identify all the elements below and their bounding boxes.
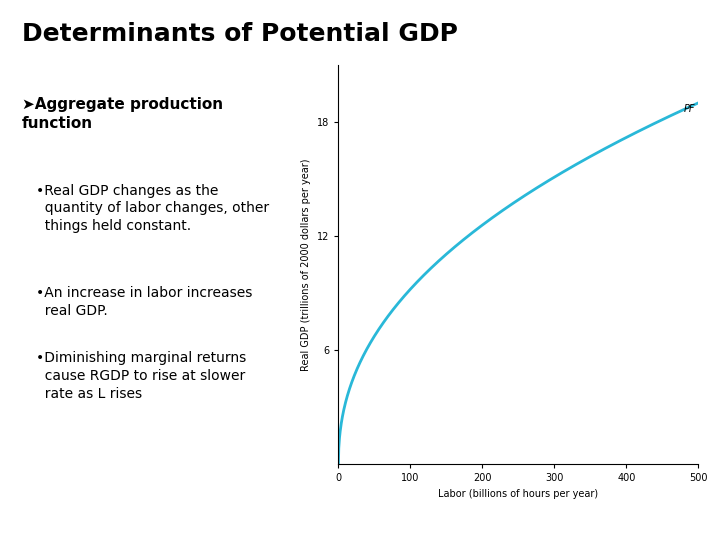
Text: ➤Aggregate production
function: ➤Aggregate production function	[22, 97, 222, 131]
Text: PF: PF	[684, 104, 696, 114]
Text: •Diminishing marginal returns
  cause RGDP to rise at slower
  rate as L rises: •Diminishing marginal returns cause RGDP…	[36, 351, 246, 401]
Text: Determinants of Potential GDP: Determinants of Potential GDP	[22, 22, 457, 45]
Text: •Real GDP changes as the
  quantity of labor changes, other
  things held consta: •Real GDP changes as the quantity of lab…	[36, 184, 269, 233]
Text: •An increase in labor increases
  real GDP.: •An increase in labor increases real GDP…	[36, 286, 253, 318]
X-axis label: Labor (billions of hours per year): Labor (billions of hours per year)	[438, 489, 598, 499]
Y-axis label: Real GDP (trillions of 2000 dollars per year): Real GDP (trillions of 2000 dollars per …	[302, 158, 312, 371]
